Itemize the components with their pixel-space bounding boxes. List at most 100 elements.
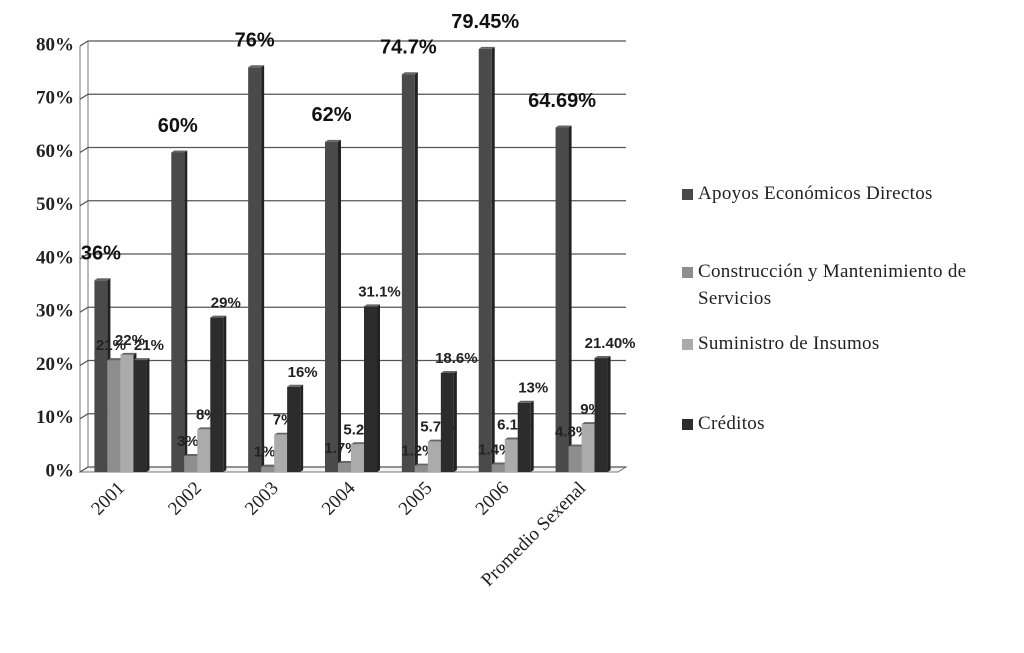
data-label: 36% (81, 243, 121, 265)
bar-side (300, 384, 304, 472)
bar-top (274, 432, 291, 435)
bar-top (427, 439, 444, 442)
legend-item: Créditos (682, 410, 1024, 437)
grid-line (79, 359, 626, 367)
bar (248, 67, 262, 473)
data-label: 16% (288, 364, 318, 381)
data-label: 29% (211, 295, 241, 312)
data-label: 74.7% (380, 37, 437, 59)
bar (364, 306, 377, 472)
legend-swatch (682, 339, 693, 350)
data-label: 18.6% (435, 350, 478, 367)
data-label: 4.8% (555, 423, 589, 440)
x-tick-label: 2006 (472, 478, 514, 520)
bar (401, 74, 415, 472)
x-tick-label: 2005 (395, 478, 437, 520)
bar-top (491, 462, 508, 465)
bar-top (184, 454, 201, 457)
bar-top (364, 304, 380, 307)
x-tick-label: 2003 (241, 478, 283, 520)
bar (325, 141, 338, 472)
bar (440, 372, 454, 472)
y-tick-label: 20% (36, 354, 74, 375)
data-label: 1.4% (478, 442, 512, 459)
data-label: 3% (177, 433, 199, 450)
data-label: 1% (254, 444, 276, 461)
bar-side (414, 72, 418, 472)
bar (427, 441, 441, 472)
bar (351, 444, 364, 472)
bar-top (338, 460, 354, 463)
legend-item: Construcción y Mantenimiento de Servicio… (682, 258, 1024, 312)
bar-side (568, 125, 572, 472)
bar (197, 429, 211, 472)
data-label: 21.40% (585, 335, 636, 352)
bar (287, 386, 301, 472)
y-tick-label: 50% (36, 194, 74, 215)
bar (581, 424, 595, 472)
data-label: 76% (235, 30, 275, 52)
bar-top (248, 65, 265, 68)
x-tick-label: 2004 (318, 477, 360, 519)
bar (338, 462, 351, 472)
bar-top (414, 463, 431, 466)
bar-top (120, 352, 137, 355)
y-tick-label: 10% (36, 407, 74, 428)
bar-top (478, 46, 495, 49)
bar-top (261, 464, 278, 467)
bar-top (581, 422, 598, 425)
y-tick-label: 30% (36, 301, 74, 322)
bar (517, 402, 531, 472)
bar (133, 360, 147, 472)
bar-side (491, 46, 495, 473)
bar (504, 439, 518, 472)
bar-top (440, 370, 457, 373)
bar-top (517, 400, 534, 403)
legend-label: Suministro de Insumos (698, 333, 880, 354)
bar-top (171, 150, 188, 153)
data-label: 79.45% (451, 11, 519, 33)
legend-swatch (682, 267, 693, 278)
data-label: 21% (96, 337, 126, 354)
bar (594, 358, 608, 472)
legend-label: Créditos (698, 413, 765, 434)
bar (478, 48, 492, 473)
bar (94, 280, 108, 472)
data-label: 60% (158, 115, 198, 137)
x-tick-label: 2002 (164, 478, 206, 520)
bar (568, 446, 582, 472)
bar-side (146, 358, 150, 472)
bar-side (223, 315, 227, 472)
bar (120, 354, 134, 472)
bar-top (210, 315, 227, 318)
grid-line (79, 413, 626, 420)
bar-top (401, 72, 418, 75)
bar-side (338, 139, 341, 472)
legend-label: Construcción y Mantenimiento de Servicio… (698, 261, 967, 309)
bar-top (107, 358, 124, 361)
data-label: 1.2% (401, 443, 435, 460)
bar (171, 152, 185, 472)
bar-side (261, 65, 265, 473)
y-tick-label: 0% (46, 460, 75, 481)
bar-top (94, 278, 111, 281)
bar-top (568, 444, 585, 447)
bar-top (287, 384, 304, 387)
grid-line (79, 146, 626, 154)
y-tick-label: 70% (36, 88, 74, 109)
legend-item: Apoyos Económicos Directos (682, 180, 1024, 207)
bar-top (133, 358, 150, 361)
data-label: 1.7% (324, 440, 358, 457)
legend-item: Suministro de Insumos (682, 330, 1024, 357)
grid-line (79, 40, 626, 47)
bar-top (504, 437, 521, 440)
y-tick-label: 80% (36, 34, 74, 55)
data-label: 64.69% (528, 90, 596, 112)
data-label: 31.1% (358, 283, 401, 300)
x-tick-label: 2001 (87, 478, 129, 520)
bar (184, 456, 198, 472)
bar-side (530, 400, 534, 472)
bar (107, 360, 121, 472)
grid-line (79, 200, 626, 207)
